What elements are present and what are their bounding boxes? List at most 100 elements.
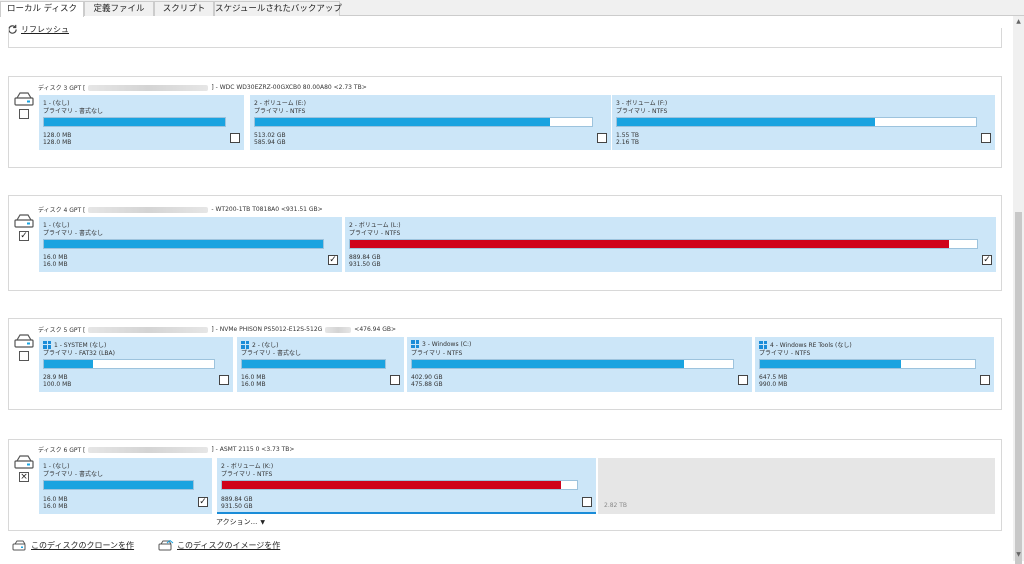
partition-name-label: 4 - Windows RE Tools (なし) — [770, 342, 852, 349]
tab-scripts[interactable]: スクリプト — [154, 1, 214, 16]
partition-select-checkbox[interactable]: ✓ — [198, 497, 208, 507]
usage-bar — [411, 359, 734, 369]
partition-select-checkbox[interactable] — [582, 497, 592, 507]
partition-block[interactable]: 3 - ボリューム (F:) プライマリ - NTFS 1.55 TB 2.16 TB — [612, 95, 995, 150]
partition-block[interactable]: 1 - SYSTEM (なし) プライマリ - FAT32 (LBA) 28.9 M… — [39, 337, 233, 392]
total-size: 990.0 MB — [759, 381, 788, 388]
partition-block[interactable]: 2 - ボリューム (L:) プライマリ - NTFS 889.84 GB 931.5… — [345, 217, 996, 272]
disk-model: ] - ASMT 2115 0 <3.73 TB> — [211, 446, 295, 453]
used-size: 16.0 MB — [241, 374, 266, 381]
partition-name: 3 - ボリューム (F:) — [616, 98, 667, 107]
disk-model: ] - NVMe PHISON PS5012-E12S-512G — [211, 326, 323, 333]
partition-type: プライマリ - NTFS — [349, 230, 401, 237]
disk-size: <476.94 GB> — [354, 326, 397, 333]
clone-disk-label: このディスクのクローンを作 — [31, 541, 135, 550]
refresh-icon — [8, 24, 17, 34]
partition-name: 3 - Windows (C:) — [411, 340, 471, 348]
tab-definition-files[interactable]: 定義ファイル — [84, 1, 154, 16]
disk-select-checkbox[interactable] — [19, 109, 29, 119]
partition-type: プライマリ - FAT32 (LBA) — [43, 350, 115, 357]
image-disk-icon — [158, 540, 174, 551]
unallocated-size: 2.82 TB — [604, 502, 628, 509]
windows-logo-icon — [241, 340, 249, 349]
actions-dropdown[interactable]: アクション... ▼ — [216, 517, 265, 527]
hard-disk-icon — [14, 213, 34, 228]
usage-bar — [43, 239, 324, 249]
usage-bar-fill — [760, 360, 901, 368]
partition-name: 2 - ボリューム (E:) — [254, 98, 306, 107]
partition-name: 4 - Windows RE Tools (なし) — [759, 340, 852, 349]
usage-bar — [254, 117, 593, 127]
partition-type: プライマリ - 書式なし — [241, 350, 301, 357]
tab-local-disk[interactable]: ローカル ディスク — [0, 1, 84, 17]
partition-select-checkbox[interactable]: ✓ — [982, 255, 992, 265]
hard-disk-icon — [14, 454, 34, 469]
usage-bar-fill — [617, 118, 876, 126]
disk-panel: ディスク 5 GPT [] - NVMe PHISON PS5012-E12S-… — [8, 318, 1002, 410]
disk-header: ディスク 3 GPT [] - WDC WD30EZRZ-00GXCB0 80.… — [38, 83, 367, 92]
dropdown-arrow-icon: ▼ — [260, 518, 265, 526]
partition-block[interactable]: 1 - (なし) プライマリ - 書式なし 16.0 MB 16.0 MB ✓ — [39, 458, 212, 514]
windows-logo-icon — [759, 340, 767, 349]
clone-disk-link[interactable]: このディスクのクローンを作 — [12, 540, 134, 551]
partition-block[interactable]: 4 - Windows RE Tools (なし) プライマリ - NTFS 647… — [755, 337, 994, 392]
partition-type: プライマリ - 書式なし — [43, 230, 103, 237]
partition-select-checkbox[interactable] — [980, 375, 990, 385]
redacted-serial — [88, 446, 209, 453]
unallocated-space: 2.82 TB — [598, 458, 995, 514]
disk-label: ディスク 6 GPT [ — [38, 447, 86, 454]
total-size: 16.0 MB — [43, 261, 68, 268]
used-size: 513.02 GB — [254, 132, 286, 139]
partition-name-label: 1 - (なし) — [43, 463, 70, 470]
partition-name-label: 2 - ボリューム (K:) — [221, 463, 274, 470]
partition-type: プライマリ - NTFS — [759, 350, 811, 357]
partition-name-label: 3 - ボリューム (F:) — [616, 100, 668, 107]
refresh-button[interactable]: リフレッシュ — [7, 23, 69, 35]
partition-block[interactable]: 2 - ボリューム (K:) プライマリ - NTFS 889.84 GB 931.5… — [217, 458, 596, 514]
partition-block[interactable]: 2 - (なし) プライマリ - 書式なし 16.0 MB 16.0 MB — [237, 337, 404, 392]
disk-select-checkbox[interactable]: ✓ — [19, 231, 29, 241]
scrollbar-thumb[interactable] — [1015, 212, 1022, 564]
disk-model: ] - WDC WD30EZRZ-00GXCB0 80.00A80 <2.73 … — [211, 84, 367, 91]
tab-bar: ローカル ディスク 定義ファイル スクリプト スケジュールされたバックアップ — [0, 0, 1024, 17]
image-disk-link[interactable]: このディスクのイメージを作 — [158, 540, 280, 551]
partition-name: 1 - SYSTEM (なし) — [43, 340, 106, 349]
partition-select-checkbox[interactable] — [597, 133, 607, 143]
used-size: 889.84 GB — [221, 496, 253, 503]
hard-disk-icon — [14, 91, 34, 106]
partition-select-checkbox[interactable] — [981, 133, 991, 143]
total-size: 16.0 MB — [241, 381, 266, 388]
scroll-up-arrow-icon[interactable]: ▲ — [1016, 18, 1021, 25]
partition-select-checkbox[interactable] — [230, 133, 240, 143]
partition-block[interactable]: 1 - (なし) プライマリ - 書式なし 16.0 MB 16.0 MB ✓ — [39, 217, 342, 272]
total-size: 128.0 MB — [43, 139, 72, 146]
partition-block[interactable]: 2 - ボリューム (E:) プライマリ - NTFS 513.02 GB 585.9… — [250, 95, 611, 150]
tab-scheduled-backups[interactable]: スケジュールされたバックアップ — [214, 1, 342, 16]
disk-select-checkbox[interactable]: × — [19, 472, 29, 482]
scroll-down-arrow-icon[interactable]: ▼ — [1016, 551, 1021, 558]
partition-name-label: 1 - (なし) — [43, 222, 70, 229]
usage-bar-fill — [222, 481, 562, 489]
actions-label: アクション... — [216, 518, 258, 526]
previous-disk-panel — [8, 28, 1002, 48]
usage-bar-fill — [242, 360, 385, 368]
total-size: 585.94 GB — [254, 139, 286, 146]
usage-bar-fill — [44, 240, 323, 248]
redacted-serial — [88, 206, 209, 213]
vertical-scrollbar[interactable]: ▲ ▼ — [1013, 16, 1024, 564]
total-size: 475.88 GB — [411, 381, 443, 388]
partition-name-label: 3 - Windows (C:) — [422, 340, 472, 348]
partition-select-checkbox[interactable] — [219, 375, 229, 385]
partition-block[interactable]: 1 - (なし) プライマリ - 書式なし 128.0 MB 128.0 MB — [39, 95, 244, 150]
disk-select-checkbox[interactable] — [19, 351, 29, 361]
partition-block[interactable]: 3 - Windows (C:) プライマリ - NTFS 402.90 GB 475… — [407, 337, 752, 392]
disk-header: ディスク 5 GPT [] - NVMe PHISON PS5012-E12S-… — [38, 325, 396, 334]
partition-name: 1 - (なし) — [43, 220, 69, 229]
partition-select-checkbox[interactable]: ✓ — [328, 255, 338, 265]
partition-select-checkbox[interactable] — [738, 375, 748, 385]
partition-type: プライマリ - NTFS — [221, 471, 273, 478]
partition-name-label: 1 - SYSTEM (なし) — [54, 342, 107, 349]
partition-name-label: 2 - ボリューム (L:) — [349, 222, 401, 229]
redacted-serial — [325, 326, 352, 333]
partition-select-checkbox[interactable] — [390, 375, 400, 385]
